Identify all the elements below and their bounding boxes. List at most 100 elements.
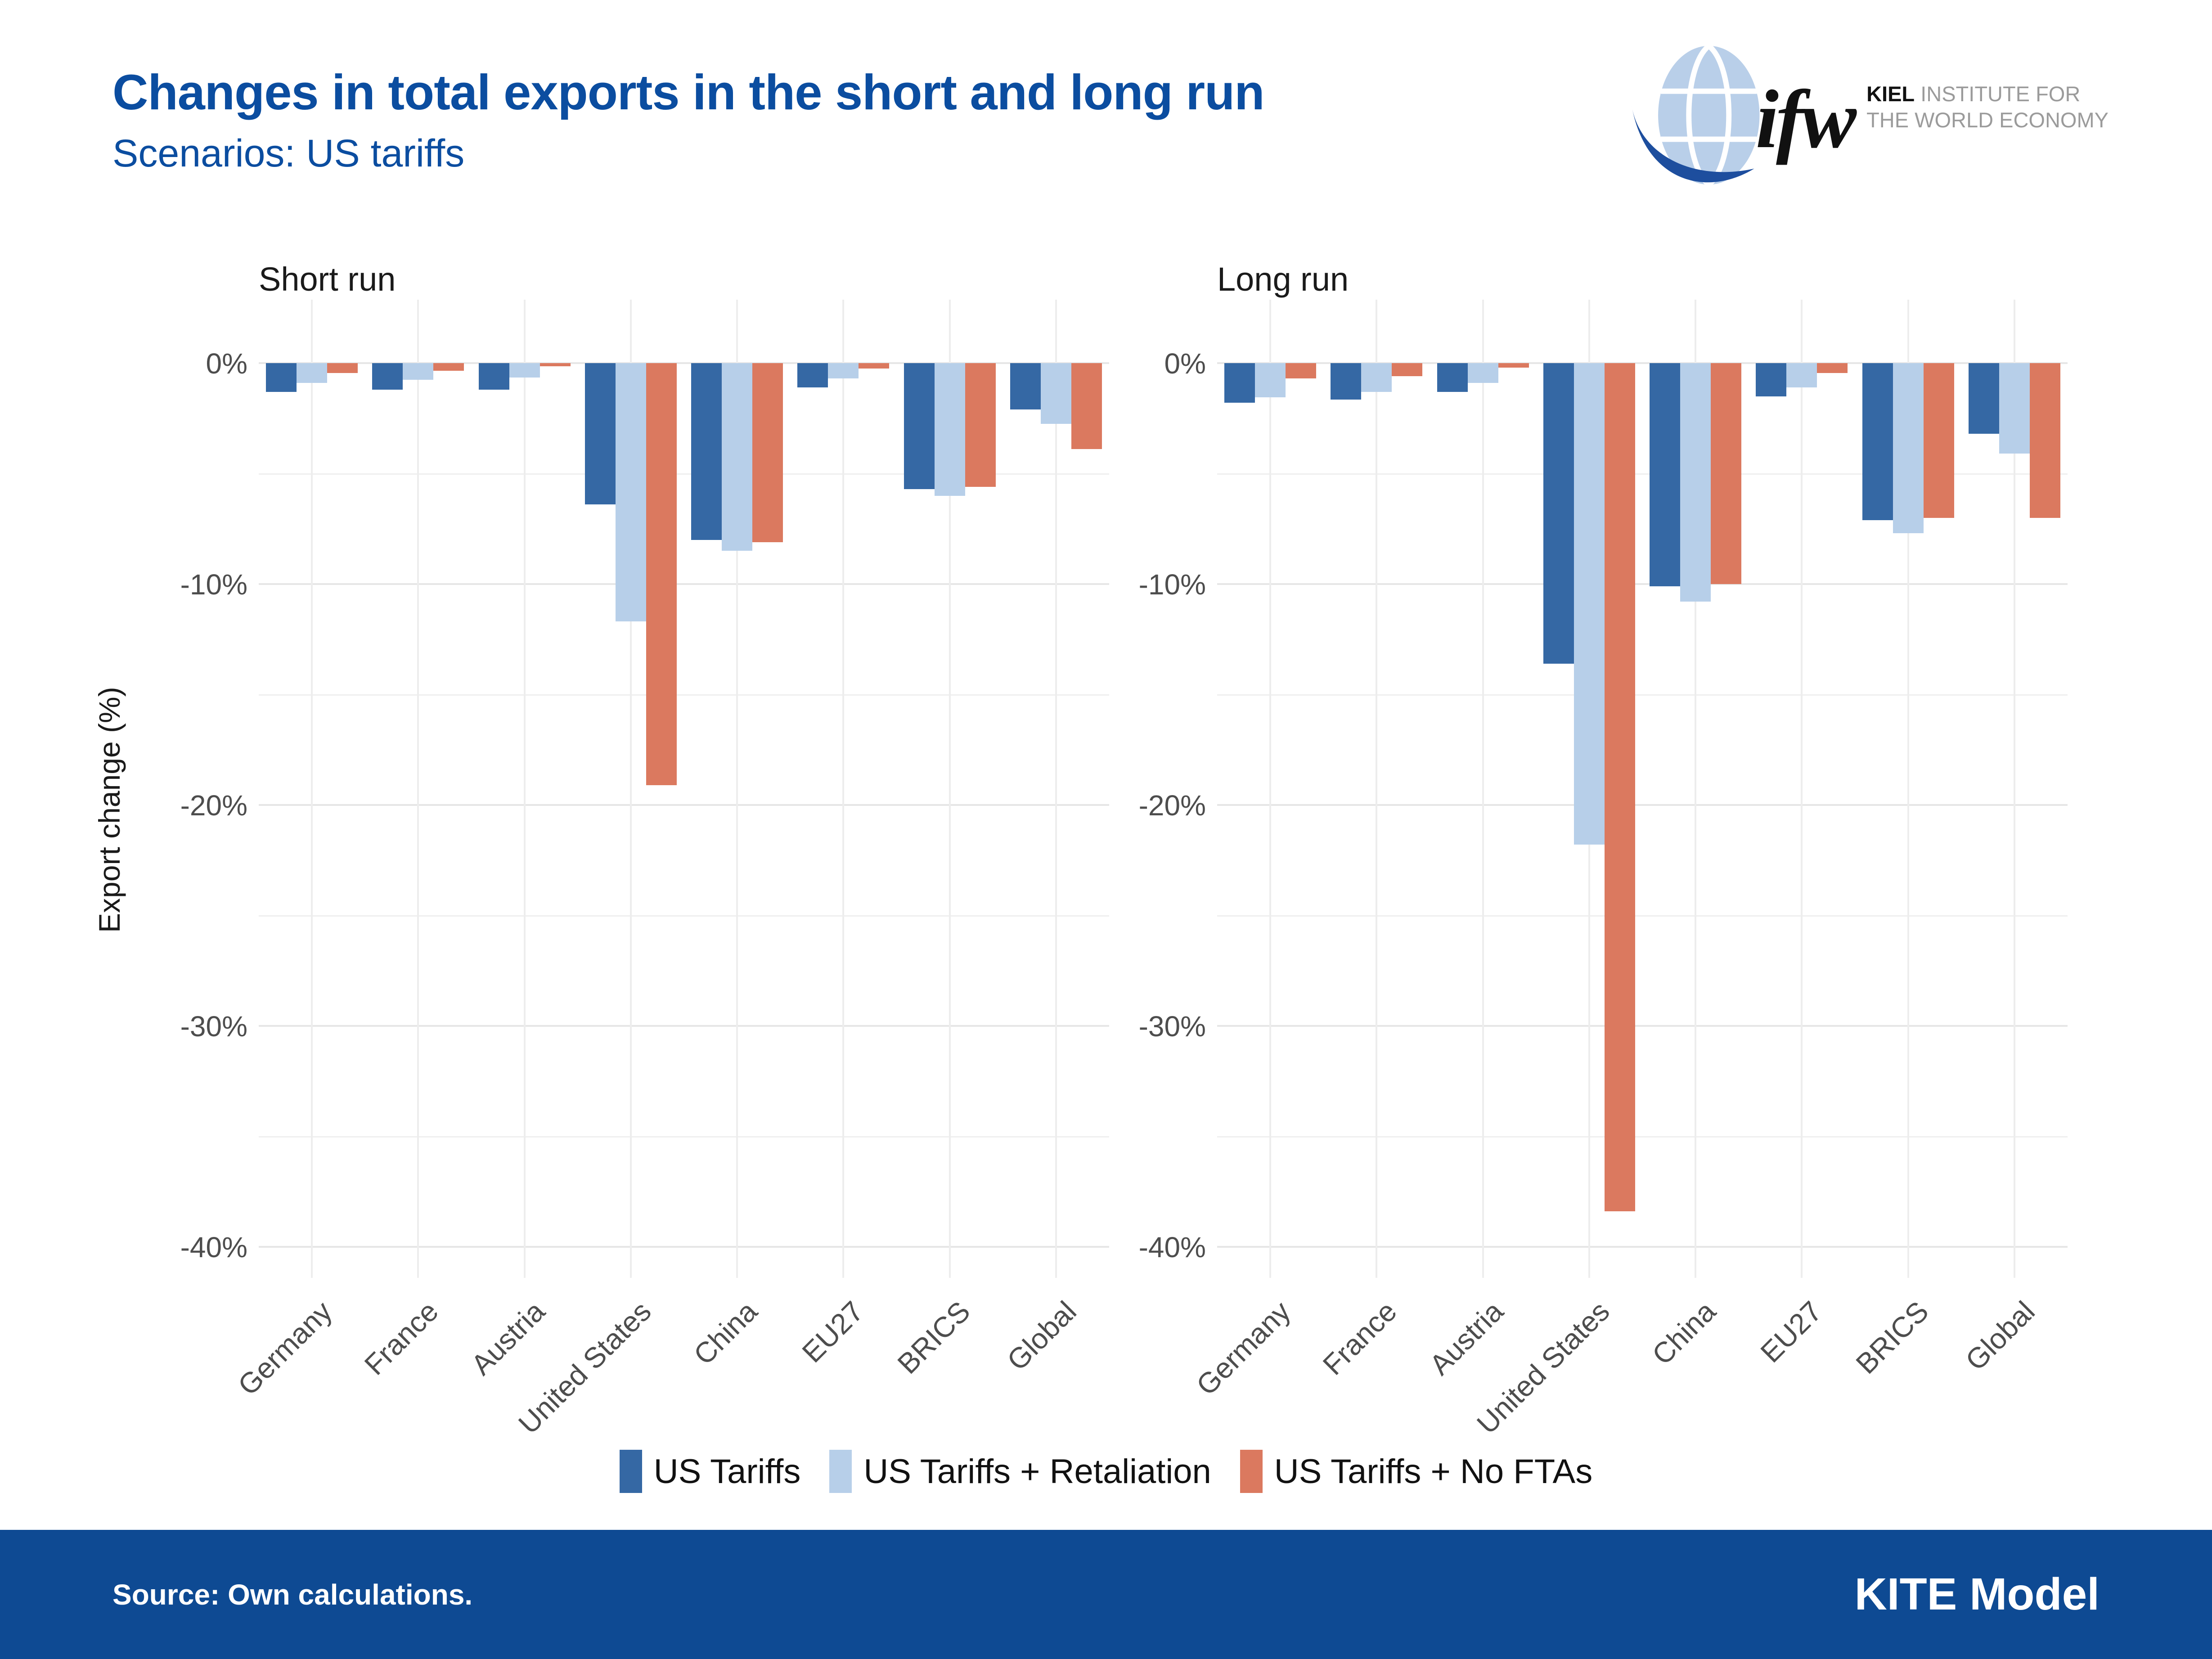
gridline-vertical [1907, 300, 1909, 1278]
plot-area-short-run: Germany France Austria United States China EU… [232, 300, 1109, 1440]
bar-germany [1224, 363, 1255, 403]
gridline-minor [259, 1136, 1109, 1137]
gridline-vertical [1801, 300, 1803, 1278]
gridline-minor [259, 694, 1109, 696]
logo-line1: INSTITUTE FOR [1920, 82, 2081, 106]
plot-area-long-run: Germany France Austria United States China EU… [1190, 300, 2068, 1440]
bar-germany [297, 363, 328, 383]
bar-china [1650, 363, 1681, 586]
gridline-vertical [523, 300, 526, 1278]
bar-china [1680, 363, 1711, 602]
legend-item: US Tariffs + Retaliation [829, 1450, 1211, 1493]
y-axis-title: Export change (%) [93, 687, 126, 933]
ifw-kiel-logo: ifw KIEL INSTITUTE FOR THE WORLD ECONOMY [1625, 40, 2109, 198]
bar-global [2029, 363, 2060, 518]
bar-austria [478, 363, 509, 390]
bar-france [1361, 363, 1392, 392]
y-tick-label: -30% [180, 1010, 247, 1043]
legend: US Tariffs US Tariffs + Retaliation US Tar… [0, 1450, 2212, 1493]
page-title: Changes in total exports in the short an… [112, 65, 1265, 120]
bar-brics [1893, 363, 1924, 534]
bar-brics [1923, 363, 1954, 518]
bar-austria [1437, 363, 1468, 392]
gridline [1217, 1025, 2068, 1027]
gridline-minor [259, 915, 1109, 917]
y-tick-label: 0% [1164, 347, 1206, 380]
legend-label: US Tariffs + Retaliation [863, 1452, 1211, 1491]
legend-label: US Tariffs [653, 1452, 801, 1491]
y-tick-label: 0% [206, 347, 248, 380]
gridline [1217, 362, 2068, 364]
y-tick-labels: 0% -10% -20% -30% -40% [139, 300, 247, 1278]
gridline-vertical [629, 300, 632, 1278]
bar-france [433, 363, 464, 371]
y-tick-label: -30% [1138, 1010, 1206, 1043]
gridline [1217, 1246, 2068, 1248]
panel-title-long-run: Long run [1217, 261, 1349, 298]
gridline [1217, 804, 2068, 806]
logo-kiel: KIEL [1866, 82, 1915, 106]
bar-austria [509, 363, 540, 378]
gridline [259, 583, 1109, 585]
bar-france [1331, 363, 1362, 400]
y-tick-labels: 0% -10% -20% -30% -40% [1098, 300, 1206, 1278]
model-name: KITE Model [1854, 1569, 2100, 1619]
legend-item: US Tariffs [619, 1450, 801, 1493]
bar-eu27 [859, 363, 890, 369]
bar-global [1999, 363, 2030, 454]
bar-france [403, 363, 434, 380]
gridline-vertical [1695, 300, 1697, 1278]
bar-germany [266, 363, 297, 392]
bar-united-states [615, 363, 646, 622]
logo-institute-name: KIEL INSTITUTE FOR THE WORLD ECONOMY [1866, 81, 2109, 133]
page-subtitle: Scenarios: US tariffs [112, 132, 465, 175]
gridline [259, 362, 1109, 364]
gridline-minor [1217, 694, 2068, 696]
gridline-vertical [1376, 300, 1378, 1278]
bar-france [372, 363, 403, 390]
globe-icon [1631, 44, 1760, 187]
panel-long-run: Long run 0% -10% -20% -30% -40% Germany Franc… [1098, 260, 2068, 1605]
gridline-vertical [1269, 300, 1272, 1278]
gridline-vertical [1482, 300, 1484, 1278]
bar-global [1071, 363, 1102, 450]
bar-france [1392, 363, 1423, 377]
bar-china [691, 363, 722, 540]
bar-austria [540, 363, 571, 367]
gridline [259, 804, 1109, 806]
gridline-vertical [2013, 300, 2015, 1278]
legend-label: US Tariffs + No FTAs [1274, 1452, 1593, 1491]
gridline-minor [259, 473, 1109, 475]
bar-eu27 [828, 363, 859, 379]
bar-brics [1862, 363, 1893, 520]
gridline [259, 1246, 1109, 1248]
gridline-vertical [1055, 300, 1057, 1278]
gridline [259, 1025, 1109, 1027]
bar-united-states [1574, 363, 1605, 845]
bar-china [752, 363, 783, 542]
logo-wordmark: ifw [1755, 73, 1857, 166]
legend-swatch [619, 1450, 642, 1493]
source-note: Source: Own calculations. [112, 1578, 473, 1611]
bar-brics [904, 363, 935, 489]
y-tick-label: -20% [180, 789, 247, 822]
y-tick-label: -40% [180, 1231, 247, 1263]
bar-eu27 [1756, 363, 1787, 396]
y-tick-label: -20% [1138, 789, 1206, 822]
bar-germany [1286, 363, 1317, 379]
y-tick-label: -10% [1138, 568, 1206, 601]
legend-swatch [1240, 1450, 1263, 1493]
panel-title-short-run: Short run [259, 261, 396, 298]
gridline-vertical [736, 300, 738, 1278]
bar-austria [1498, 363, 1529, 368]
bar-eu27 [797, 363, 828, 387]
gridline-vertical [311, 300, 313, 1278]
bar-global [1010, 363, 1041, 410]
bar-united-states [1604, 363, 1635, 1212]
legend-swatch [829, 1450, 852, 1493]
bar-global [1040, 363, 1071, 424]
bar-brics [934, 363, 965, 496]
bar-eu27 [1786, 363, 1817, 387]
bar-china [1711, 363, 1742, 584]
bar-germany [1255, 363, 1286, 398]
